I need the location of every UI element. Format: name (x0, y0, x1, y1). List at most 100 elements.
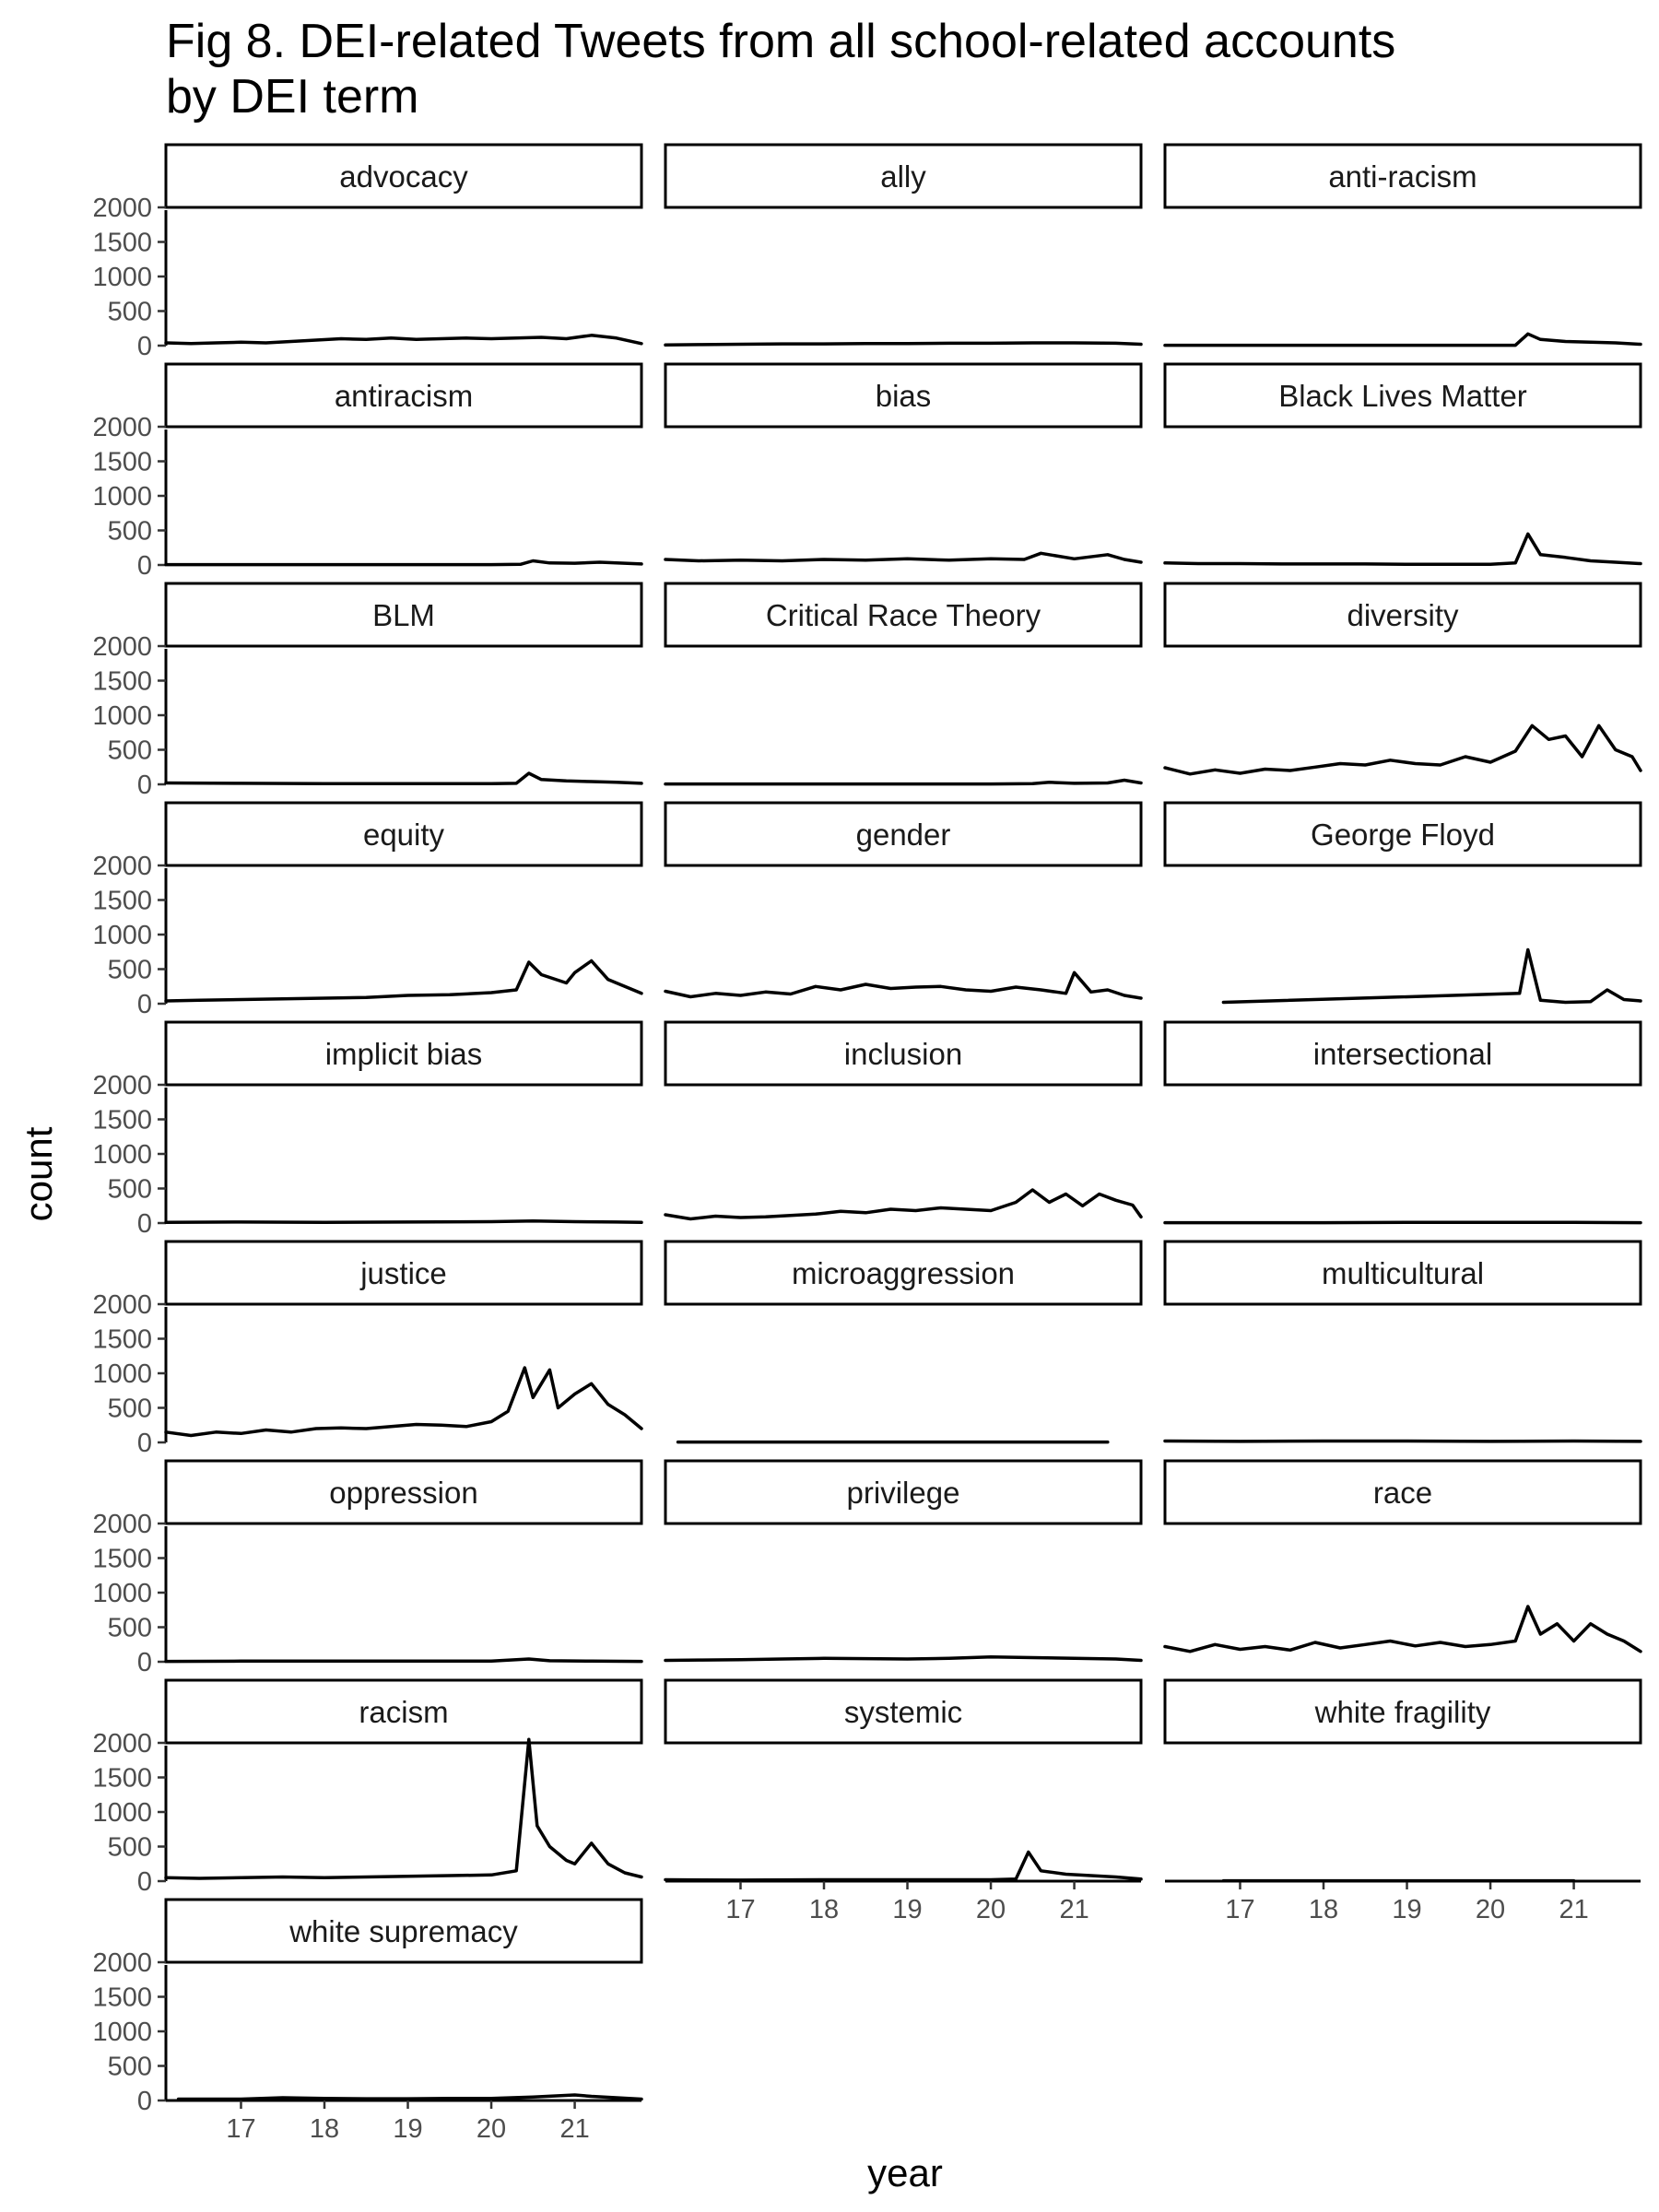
facet-label-gender: gender (856, 818, 951, 852)
x-tick-label-systemic-20: 20 (976, 1895, 1006, 1924)
facet-label-multicultural: multicultural (1322, 1256, 1484, 1290)
facet-justice: justice 0 500 1000 1500 2000 (92, 1240, 643, 1458)
facet-antiracism: antiracism 0 500 1000 1500 2000 (92, 362, 643, 581)
facet-label-justice: justice (359, 1256, 447, 1290)
y-tick-label-implicit-bias-0: 0 (137, 1209, 152, 1239)
facet-advocacy: advocacy 0 500 1000 1500 2000 (92, 143, 643, 361)
facet-label-george-floyd: George Floyd (1311, 818, 1495, 852)
x-tick-label-white-fragility-18: 18 (1309, 1895, 1338, 1924)
y-tick-label-antiracism-1500: 1500 (92, 448, 152, 477)
series-line-justice (164, 1366, 643, 1438)
facet-label-race: race (1373, 1476, 1432, 1510)
facet-george-floyd: George Floyd (1163, 801, 1642, 1005)
facet-bias: bias (664, 362, 1143, 564)
facet-race: race (1163, 1459, 1642, 1653)
facet-label-oppression: oppression (329, 1476, 477, 1510)
facet-strip-critical-race-theory (664, 582, 1143, 648)
series-line-advocacy (164, 334, 643, 346)
facet-label-antiracism: antiracism (335, 379, 473, 413)
y-tick-label-antiracism-0: 0 (137, 551, 152, 581)
series-line-systemic (664, 1850, 1143, 1882)
facet-oppression: oppression 0 500 1000 1500 2000 (92, 1459, 643, 1677)
x-tick-label-white-supremacy-20: 20 (477, 2114, 506, 2144)
facet-privilege: privilege (664, 1459, 1143, 1663)
y-tick-label-antiracism-500: 500 (108, 517, 152, 547)
facet-strip-privilege (664, 1459, 1143, 1525)
facet-label-blm: BLM (372, 598, 435, 632)
y-tick-label-white-supremacy-0: 0 (137, 2087, 152, 2116)
facet-strip-oppression (164, 1459, 643, 1525)
x-tick-label-white-supremacy-19: 19 (393, 2114, 422, 2144)
facet-inclusion: inclusion (664, 1020, 1143, 1221)
facet-strip-white-fragility (1163, 1678, 1642, 1745)
facet-label-systemic: systemic (844, 1695, 962, 1729)
series-line-racism (164, 1737, 643, 1880)
x-tick-label-white-supremacy-21: 21 (559, 2114, 589, 2144)
facet-strip-bias (664, 362, 1143, 429)
facet-label-ally: ally (880, 159, 926, 194)
y-tick-label-equity-1500: 1500 (92, 887, 152, 916)
facet-label-bias: bias (876, 379, 932, 413)
series-line-inclusion (664, 1188, 1143, 1221)
facet-strip-multicultural (1163, 1240, 1642, 1306)
facet-strip-intersectional (1163, 1020, 1642, 1087)
y-tick-label-advocacy-0: 0 (137, 332, 152, 361)
y-tick-label-blm-2000: 2000 (92, 632, 152, 662)
facet-systemic: systemic 17 18 19 20 21 (664, 1678, 1143, 1924)
facet-strip-antiracism (164, 362, 643, 429)
x-tick-label-systemic-18: 18 (809, 1895, 839, 1924)
y-tick-label-advocacy-1500: 1500 (92, 229, 152, 258)
series-line-anti-racism (1163, 332, 1642, 347)
series-line-white-supremacy (176, 2093, 643, 2101)
facet-strip-microaggression (664, 1240, 1143, 1306)
y-tick-label-justice-1000: 1000 (92, 1359, 152, 1389)
chart-title-line-2: by DEI term (166, 70, 419, 124)
y-tick-label-racism-0: 0 (137, 1867, 152, 1897)
facet-strip-race (1163, 1459, 1642, 1525)
y-tick-label-racism-1000: 1000 (92, 1798, 152, 1828)
y-tick-label-white-supremacy-1000: 1000 (92, 2018, 152, 2047)
y-tick-label-blm-1500: 1500 (92, 667, 152, 697)
y-tick-label-implicit-bias-1500: 1500 (92, 1106, 152, 1135)
facet-label-advocacy: advocacy (339, 159, 468, 194)
y-tick-label-equity-500: 500 (108, 956, 152, 985)
facet-diversity: diversity (1163, 582, 1642, 776)
facet-strip-equity (164, 801, 643, 867)
facet-strip-advocacy (164, 143, 643, 209)
facet-strip-ally (664, 143, 1143, 209)
facet-label-privilege: privilege (847, 1476, 960, 1510)
facet-gender: gender (664, 801, 1143, 1000)
facet-strip-george-floyd (1163, 801, 1642, 867)
facet-white-fragility: white fragility 17 18 19 20 21 (1163, 1678, 1642, 1924)
facet-multicultural: multicultural (1163, 1240, 1642, 1443)
series-line-gender (664, 971, 1143, 1000)
series-line-bias (664, 551, 1143, 564)
facet-intersectional: intersectional (1163, 1020, 1642, 1225)
facet-label-critical-race-theory: Critical Race Theory (766, 598, 1041, 632)
facet-strip-justice (164, 1240, 643, 1306)
x-tick-label-white-fragility-19: 19 (1392, 1895, 1421, 1924)
y-tick-label-blm-0: 0 (137, 771, 152, 800)
y-tick-label-justice-500: 500 (108, 1394, 152, 1424)
y-tick-label-blm-1000: 1000 (92, 701, 152, 731)
x-tick-label-white-fragility-21: 21 (1559, 1895, 1588, 1924)
facet-label-white-supremacy: white supremacy (288, 1914, 518, 1948)
y-tick-label-racism-500: 500 (108, 1833, 152, 1863)
facet-strip-anti-racism (1163, 143, 1642, 209)
y-tick-label-antiracism-2000: 2000 (92, 413, 152, 442)
series-line-implicit-bias (164, 1219, 643, 1225)
facet-strip-diversity (1163, 582, 1642, 648)
y-tick-label-equity-1000: 1000 (92, 921, 152, 950)
series-line-diversity (1163, 724, 1642, 776)
series-line-oppression (164, 1657, 643, 1664)
facet-label-implicit-bias: implicit bias (325, 1037, 483, 1071)
facet-ally: ally (664, 143, 1143, 347)
series-line-blm (164, 771, 643, 786)
facet-strip-inclusion (664, 1020, 1143, 1087)
series-line-equity (164, 959, 643, 1003)
y-tick-label-white-supremacy-500: 500 (108, 2053, 152, 2082)
x-axis-title: year (867, 2151, 943, 2194)
